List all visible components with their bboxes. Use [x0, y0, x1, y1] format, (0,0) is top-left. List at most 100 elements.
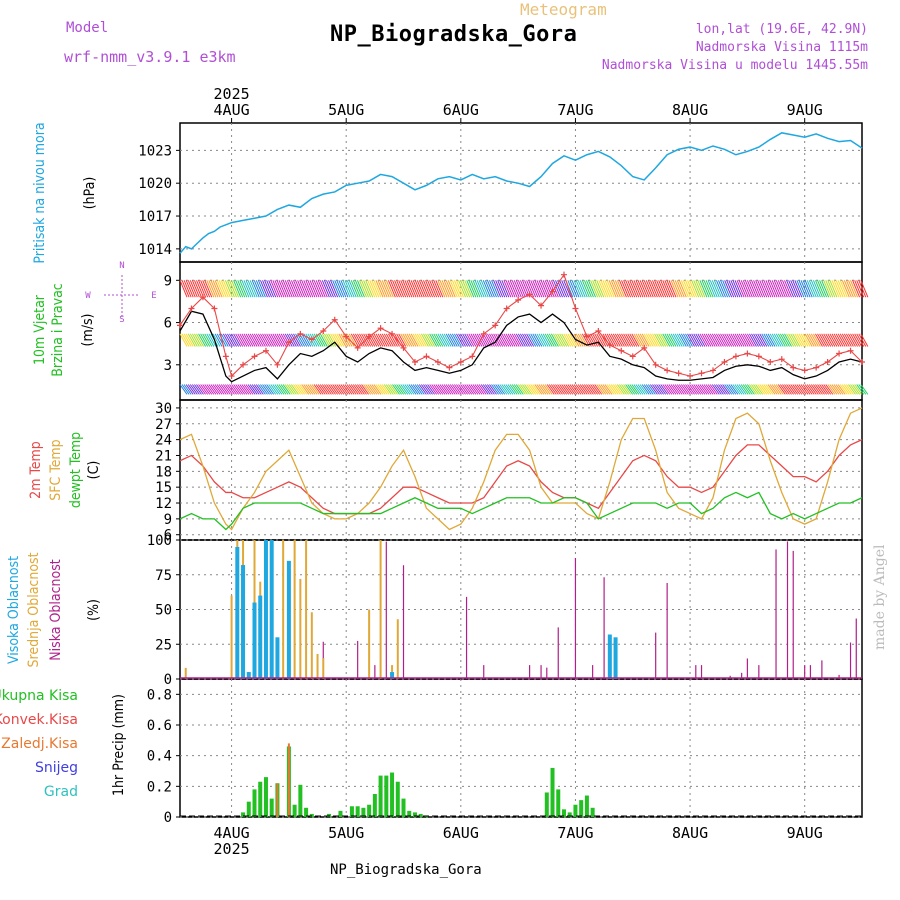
wind-barb — [311, 384, 320, 395]
wind-barb — [761, 384, 770, 395]
wind-barb — [315, 280, 324, 298]
wind-barb — [730, 384, 739, 395]
wind-barb — [748, 280, 757, 298]
wind-barb — [635, 384, 644, 395]
wind-barb — [689, 333, 698, 347]
wind-barb — [848, 384, 856, 395]
wind-barb — [856, 384, 865, 395]
wind-barb — [557, 333, 566, 347]
cloud-high-bar — [269, 540, 274, 679]
wind-barb — [559, 333, 568, 347]
cloud-mid-bar — [379, 540, 382, 679]
wind-barb — [705, 280, 714, 298]
wind-barb — [253, 333, 262, 347]
wind-barb — [231, 333, 240, 347]
wind-barb — [687, 280, 696, 298]
wind-barb — [618, 280, 627, 298]
wind-barb — [553, 333, 561, 347]
wind-barb — [654, 333, 662, 347]
wind-gust-marker — [228, 373, 235, 380]
wind-barb — [767, 333, 776, 347]
wind-barb — [734, 384, 743, 395]
wind-barb — [746, 280, 755, 298]
wind-barb — [381, 333, 390, 347]
wind-gust-marker — [572, 305, 579, 312]
cloud-mid-bar — [396, 619, 399, 679]
wind-barb — [319, 280, 328, 298]
wind-barb — [396, 333, 405, 347]
wind-barb — [730, 333, 739, 347]
wind-gust-marker — [389, 330, 396, 337]
wind-barb — [854, 384, 863, 395]
wind-barb — [784, 384, 792, 395]
wind-barb — [841, 384, 850, 395]
wind-barb — [821, 333, 830, 347]
precip-total-bar — [292, 804, 297, 817]
time-label-bottom: 6AUG — [443, 824, 479, 842]
wind-barb — [819, 384, 827, 395]
wind-barb — [276, 384, 285, 395]
wind-barb — [371, 333, 380, 347]
wind-barb — [542, 280, 551, 298]
wind-barb — [342, 280, 351, 298]
cloud-low-bar — [385, 541, 387, 679]
wind-barb — [460, 280, 469, 298]
wind-barb — [841, 280, 850, 298]
wind-barb — [571, 280, 580, 298]
wind-barb — [664, 384, 673, 395]
wind-barb — [317, 384, 326, 395]
wind-barb — [821, 280, 830, 298]
wind-barb — [852, 333, 861, 347]
wind-barb — [629, 280, 638, 298]
wind-barb — [344, 384, 353, 395]
wind-barb — [625, 333, 634, 347]
y-tick-label: 0.2 — [147, 779, 172, 795]
wind-barb — [858, 384, 867, 395]
wind-barb — [519, 280, 528, 298]
wind-barb — [548, 384, 557, 395]
wind-barb — [600, 280, 609, 298]
wind-gust-marker — [755, 353, 762, 360]
wind-barb — [449, 280, 458, 298]
wind-barb — [476, 384, 485, 395]
wind-barb — [660, 333, 669, 347]
precip-total-bar — [241, 812, 246, 817]
wind-barb — [439, 333, 448, 347]
wind-gust-marker — [641, 344, 648, 351]
cloud-low-bar — [804, 665, 806, 679]
wind-barb — [381, 280, 390, 298]
wind-barb — [666, 280, 675, 298]
y-tick-label: 75 — [155, 568, 172, 584]
cloud-low-bar — [546, 667, 548, 679]
wind-barb — [784, 333, 792, 347]
cloud-mid-bar — [293, 540, 296, 679]
wind-barb — [759, 280, 768, 298]
precip-total-bar — [355, 806, 360, 817]
wind-barb — [598, 384, 607, 395]
wind-barb — [260, 333, 268, 347]
wind-barb — [505, 384, 514, 395]
wind-barb — [806, 333, 815, 347]
wind-barb — [460, 384, 469, 395]
wind-barb — [845, 333, 854, 347]
compass-e: E — [151, 291, 156, 301]
wind-gust-marker — [457, 358, 464, 365]
wind-gust-marker — [222, 353, 229, 360]
compass-rose — [104, 275, 140, 318]
wind-barb — [697, 333, 706, 347]
wind-barb — [697, 280, 706, 298]
wind-barb — [216, 280, 225, 298]
wind-barb — [682, 280, 691, 298]
wind-barb — [532, 280, 541, 298]
wind-barb — [365, 384, 374, 395]
wind-barb — [293, 280, 301, 298]
wind-barb — [823, 384, 832, 395]
wind-barb — [330, 280, 339, 298]
wind-barb — [410, 384, 419, 395]
wind-barb — [272, 384, 281, 395]
y-tick-label: 15 — [155, 480, 172, 496]
y-tick-label: 25 — [155, 637, 172, 653]
wind-barb — [317, 280, 326, 298]
wind-barb — [392, 384, 400, 395]
wind-barb — [422, 280, 431, 298]
